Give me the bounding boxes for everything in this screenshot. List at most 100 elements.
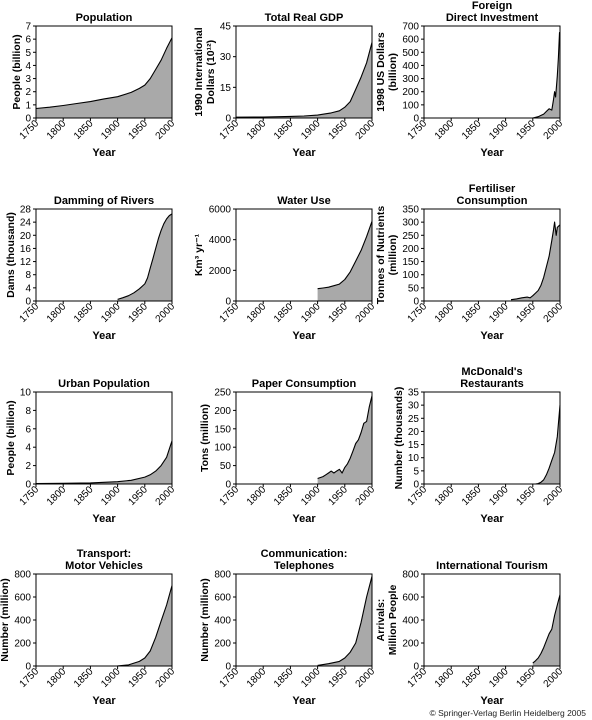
x-tick-label: 2000 [154, 484, 178, 508]
y-axis-label: (million) [387, 235, 399, 276]
x-tick-label: 2000 [542, 301, 566, 325]
y-tick-label: 200 [402, 87, 419, 98]
y-tick-label: 4 [25, 283, 31, 294]
y-axis-label: Million People [387, 585, 399, 656]
y-tick-label: 800 [14, 570, 31, 581]
x-tick-label: 1850 [460, 484, 484, 508]
chart-title: Transport: [77, 548, 131, 560]
x-tick-label: 1800 [433, 301, 457, 325]
series-line [532, 32, 561, 119]
x-axis-label: Year [292, 695, 316, 707]
x-tick-label: 2000 [354, 118, 378, 142]
y-tick-label: 350 [402, 205, 419, 216]
y-tick-label: 300 [402, 74, 419, 85]
x-tick-label: 1750 [18, 666, 42, 690]
chart-title: International Tourism [436, 560, 548, 572]
chart-title: Communication: [261, 548, 348, 560]
y-tick-label: 6 [25, 424, 31, 435]
x-tick-label: 1900 [99, 484, 123, 508]
plot-frame [35, 25, 173, 119]
x-axis-label: Year [92, 330, 116, 342]
x-tick-label: 1850 [460, 118, 484, 142]
chart-title: Restaurants [460, 378, 524, 390]
y-tick-label: 24 [20, 218, 32, 229]
x-tick-label: 1750 [218, 301, 242, 325]
y-tick-label: 300 [402, 218, 419, 229]
y-tick-label: 2 [25, 87, 31, 98]
y-axis-label: People (billion) [5, 400, 17, 475]
y-tick-label: 45 [220, 22, 232, 33]
chart-8: 0 50 100 150 200 250 1750 1800 1850 1900 1950 2000 P… [199, 378, 377, 525]
x-tick-label: 1800 [45, 666, 69, 690]
chart-title: Foreign [472, 0, 513, 12]
y-axis-label: 1990 International [193, 27, 205, 116]
x-axis-label: Year [292, 330, 316, 342]
area-fill [36, 440, 172, 484]
y-tick-label: 15 [220, 83, 232, 94]
series-line [317, 221, 373, 290]
y-tick-label: 0 [413, 114, 419, 125]
y-tick-label: 0 [413, 662, 419, 673]
x-tick-label: 1950 [326, 666, 350, 690]
area-fill [117, 585, 172, 666]
x-tick-label: 1750 [218, 484, 242, 508]
x-tick-label: 1950 [514, 118, 538, 142]
plot-frame [235, 25, 373, 119]
chart-title: Water Use [277, 195, 330, 207]
y-tick-label: 400 [402, 61, 419, 72]
plot-frame [423, 25, 561, 119]
x-tick-label: 1750 [18, 484, 42, 508]
chart-1: 0 1 2 3 4 5 6 7 1750 1800 1850 1900 1950 2000 Populati… [11, 12, 177, 159]
y-tick-label: 200 [402, 639, 419, 650]
plot-frame [35, 208, 173, 302]
plot-frame [35, 391, 173, 485]
x-tick-label: 1950 [126, 118, 150, 142]
y-axis-label: Arrivals: [375, 599, 387, 642]
x-tick-label: 1900 [299, 484, 323, 508]
y-tick-label: 10 [408, 453, 420, 464]
x-tick-label: 1900 [299, 118, 323, 142]
y-tick-label: 150 [214, 424, 231, 435]
y-axis-label: 1998 US Dollars [375, 32, 387, 112]
y-axis-label: Number (million) [0, 578, 11, 661]
y-tick-label: 400 [402, 616, 419, 627]
chart-title: Paper Consumption [252, 378, 357, 390]
chart-2: 0 15 30 45 1750 1800 1850 1900 1950 2000 Total Rea… [193, 12, 377, 159]
chart-title: Motor Vehicles [65, 560, 143, 572]
x-tick-label: 1950 [514, 666, 538, 690]
y-tick-label: 600 [402, 35, 419, 46]
y-tick-label: 6 [25, 35, 31, 46]
x-tick-label: 1950 [326, 118, 350, 142]
x-tick-label: 1800 [245, 118, 269, 142]
plot-frame [423, 573, 561, 667]
y-tick-label: 1 [25, 100, 31, 111]
y-tick-label: 600 [214, 593, 231, 604]
y-axis-label: (billion) [387, 53, 399, 91]
x-tick-label: 1800 [245, 484, 269, 508]
x-tick-label: 1950 [326, 301, 350, 325]
y-tick-label: 800 [214, 570, 231, 581]
plot-frame [235, 208, 373, 302]
area-fill [236, 42, 372, 118]
y-tick-label: 800 [402, 570, 419, 581]
y-tick-label: 10 [20, 388, 32, 399]
chart-7: 0 2 4 6 8 10 1750 1800 1850 1900 1950 2000 Urban Pop… [5, 378, 177, 525]
y-tick-label: 30 [408, 401, 420, 412]
x-tick-label: 1900 [99, 118, 123, 142]
y-tick-label: 0 [413, 480, 419, 491]
x-tick-label: 1750 [406, 666, 430, 690]
x-axis-label: Year [292, 513, 316, 525]
y-tick-label: 6000 [209, 205, 232, 216]
y-tick-label: 15 [408, 440, 420, 451]
y-tick-label: 150 [402, 257, 419, 268]
y-tick-label: 200 [214, 406, 231, 417]
x-tick-label: 1750 [18, 118, 42, 142]
y-tick-label: 0 [225, 114, 231, 125]
y-tick-label: 200 [14, 639, 31, 650]
area-fill [532, 32, 560, 118]
chart-11: 0 200 400 600 800 1750 1800 1850 1900 1950 2000 Com… [199, 548, 377, 707]
x-tick-label: 1900 [487, 666, 511, 690]
x-tick-label: 1750 [406, 118, 430, 142]
x-tick-label: 1900 [487, 484, 511, 508]
